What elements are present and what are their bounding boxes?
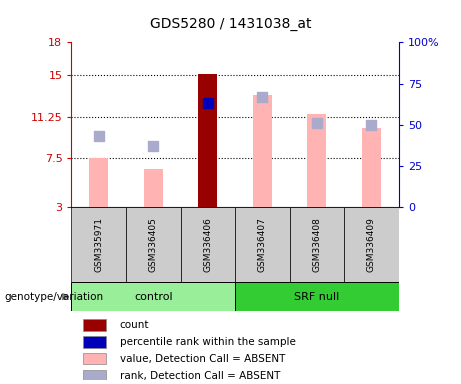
Text: value, Detection Call = ABSENT: value, Detection Call = ABSENT xyxy=(120,354,285,364)
Text: GSM336405: GSM336405 xyxy=(149,217,158,272)
Bar xyxy=(89,158,108,207)
Bar xyxy=(198,74,218,207)
Text: GSM335971: GSM335971 xyxy=(94,217,103,272)
Bar xyxy=(83,353,106,364)
Text: GSM336408: GSM336408 xyxy=(313,217,321,272)
Text: GSM336409: GSM336409 xyxy=(367,217,376,272)
Bar xyxy=(290,207,344,282)
Text: rank, Detection Call = ABSENT: rank, Detection Call = ABSENT xyxy=(120,371,280,381)
Point xyxy=(204,100,212,106)
Point xyxy=(313,120,321,126)
Point xyxy=(95,133,102,139)
Bar xyxy=(235,282,399,311)
Text: control: control xyxy=(134,291,172,302)
Point xyxy=(259,94,266,100)
Text: GSM336406: GSM336406 xyxy=(203,217,213,272)
Bar xyxy=(344,207,399,282)
Bar xyxy=(83,319,106,331)
Text: count: count xyxy=(120,319,149,330)
Bar xyxy=(126,207,181,282)
Bar xyxy=(307,114,326,207)
Text: GDS5280 / 1431038_at: GDS5280 / 1431038_at xyxy=(150,17,311,31)
Bar xyxy=(362,128,381,207)
Point xyxy=(368,122,375,128)
Point xyxy=(149,143,157,149)
Bar xyxy=(71,282,235,311)
Text: SRF null: SRF null xyxy=(294,291,340,302)
Bar xyxy=(235,207,290,282)
Text: percentile rank within the sample: percentile rank within the sample xyxy=(120,337,296,347)
Bar xyxy=(181,207,235,282)
Bar xyxy=(253,95,272,207)
Bar xyxy=(83,370,106,381)
Bar xyxy=(83,336,106,348)
Bar xyxy=(144,169,163,207)
Text: GSM336407: GSM336407 xyxy=(258,217,267,272)
Text: genotype/variation: genotype/variation xyxy=(5,291,104,302)
Bar xyxy=(71,207,126,282)
